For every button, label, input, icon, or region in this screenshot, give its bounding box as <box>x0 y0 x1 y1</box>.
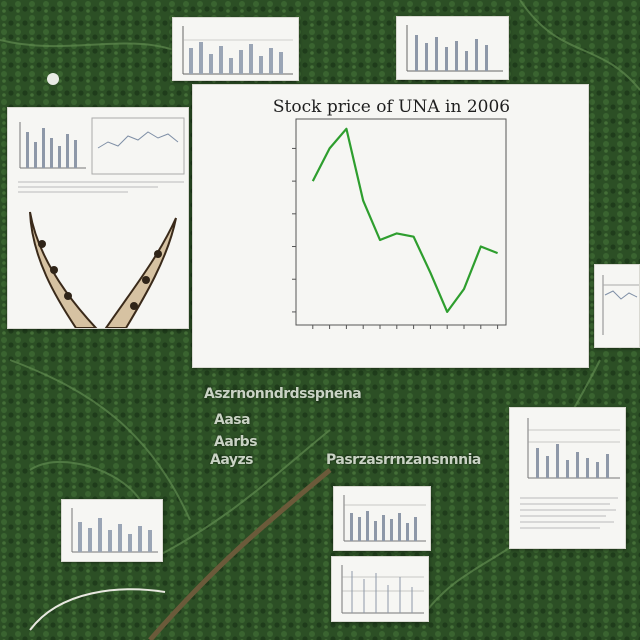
thumbnail-chart <box>341 565 424 614</box>
thumbnail-chart-card <box>333 486 431 551</box>
right-edge-card <box>594 264 640 348</box>
main-chart-card: Stock price of UNA in 2006 <box>192 84 589 368</box>
caption-line: Aarbs <box>214 434 258 450</box>
caption-line: Aasa <box>214 412 251 428</box>
left-collage-card <box>7 107 189 329</box>
line-chart <box>292 118 507 329</box>
price-series-line <box>311 127 499 313</box>
chart-title: Stock price of UNA in 2006 <box>272 97 511 117</box>
thumbnail-chart <box>343 495 426 542</box>
thumbnail-chart-card <box>396 16 509 80</box>
report-thumbnail <box>520 418 620 529</box>
thumbnail-chart <box>602 275 639 335</box>
report-card <box>509 407 626 549</box>
plot-frame <box>295 118 507 326</box>
thumbnail-chart-card <box>61 499 163 562</box>
thumbnail-chart <box>71 508 158 553</box>
caption-line: Pasrzasrrnzansnnnia <box>326 452 481 468</box>
thumbnail-chart-card <box>172 17 299 81</box>
thumbnail-chart <box>182 26 293 75</box>
caption-line: Aayzs <box>210 452 253 468</box>
thumbnail-chart-card <box>331 556 429 622</box>
caption-line: Aszrnonndrdsspnena <box>204 386 362 402</box>
left-collage-art <box>18 117 185 328</box>
thumbnail-chart <box>406 25 503 72</box>
